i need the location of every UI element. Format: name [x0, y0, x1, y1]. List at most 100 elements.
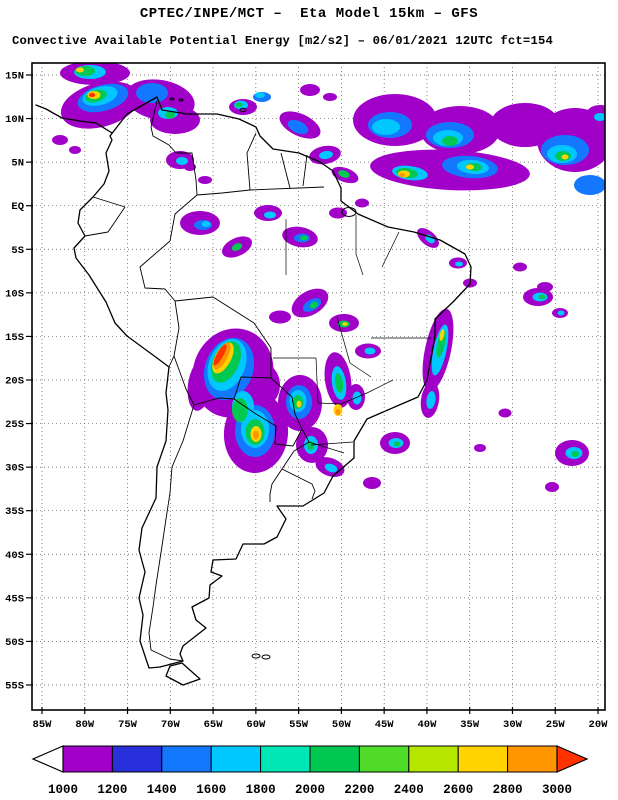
cape-cell [372, 119, 400, 135]
cape-cell [474, 444, 486, 452]
cape-cell [300, 236, 308, 241]
lat-tick-label: 15S [5, 332, 24, 344]
colorbar: 1000 1200 1400 1600 1800 2000 2200 2400 2600 2800… [0, 742, 618, 800]
lon-tick-label: 55W [289, 719, 309, 731]
lon-tick-label: 45W [375, 719, 395, 731]
colorbar-segment [112, 746, 161, 772]
page-title: CPTEC/INPE/MCT – Eta Model 15km – GFS [0, 6, 618, 22]
colorbar-tick-label: 1400 [147, 783, 177, 797]
colorbar-tick-label: 2200 [344, 783, 374, 797]
lon-tick-label: 80W [75, 719, 95, 731]
cape-cell [176, 157, 188, 165]
lon-tick-label: 65W [204, 719, 224, 731]
cape-cell [297, 401, 302, 408]
colorbar-segment [310, 746, 359, 772]
lat-tick-label: 45S [5, 593, 24, 605]
colorbar-segment [211, 746, 260, 772]
lat-tick-label: EQ [11, 201, 24, 213]
cape-cell [545, 482, 559, 492]
cape-cell [236, 103, 243, 108]
cape-cell [355, 199, 369, 208]
lat-tick-label: 50S [5, 637, 24, 649]
cape-cell [562, 155, 569, 160]
falkland-west-island [252, 654, 260, 658]
cape-cell [69, 146, 81, 154]
colorbar-segment [409, 746, 458, 772]
falkland-east-island [262, 655, 270, 659]
colorbar-tick-label: 2400 [394, 783, 424, 797]
colorbar-segment [63, 746, 112, 772]
lon-tick-label: 50W [332, 719, 352, 731]
cape-cell [253, 431, 259, 440]
lat-tick-label: 10S [5, 288, 24, 300]
colorbar-tick-label: 2800 [493, 783, 523, 797]
lat-tick-label: 20S [5, 375, 24, 387]
colorbar-tick-label: 1600 [196, 783, 226, 797]
colorbar-segment [162, 746, 211, 772]
cape-cell [539, 295, 546, 300]
lat-tick-label: 35S [5, 506, 24, 518]
cape-cell [513, 263, 527, 272]
lat-tick-label: 25S [5, 419, 24, 431]
colorbar-tick-label: 1800 [246, 783, 276, 797]
cape-cell [165, 112, 175, 119]
cape-cell [336, 409, 341, 415]
cape-shading [52, 61, 614, 492]
lon-tick-label: 60W [246, 719, 266, 731]
tierra-del-fuego [166, 663, 200, 685]
cape-cell [89, 93, 95, 97]
colorbar-segment [508, 746, 557, 772]
colorbar-segment [359, 746, 408, 772]
colorbar-tick-label: 2000 [295, 783, 325, 797]
cape-cell [363, 477, 381, 489]
lat-tick-label: 5N [11, 158, 24, 170]
cape-cell [365, 348, 376, 355]
cape-cell [571, 451, 579, 457]
lat-tick-label: 15N [5, 71, 24, 83]
plot-subtitle: Convective Available Potential Energy [m… [12, 34, 553, 48]
colorbar-tick-label: 3000 [542, 783, 572, 797]
cape-cell [455, 262, 463, 267]
lat-tick-label: 55S [5, 680, 24, 692]
cape-cell [76, 68, 84, 73]
lon-tick-label: 30W [503, 719, 523, 731]
weather-map-page: CPTEC/INPE/MCT – Eta Model 15km – GFS Co… [0, 0, 618, 800]
cape-cell [52, 135, 68, 145]
cape-cell [442, 136, 458, 146]
lat-tick-label: 5S [11, 245, 24, 257]
lon-tick-label: 70W [161, 719, 181, 731]
cape-cell [574, 175, 606, 195]
colorbar-right-arrow [557, 746, 587, 772]
cape-cell [558, 311, 565, 316]
cape-cell [198, 176, 212, 184]
cape-cell [232, 398, 248, 422]
map-plot: 15N 10N 5N EQ 5S 10S 15S 20S 25S 30S 35S 40S 45S 50S 5… [0, 55, 618, 740]
cape-cell [255, 92, 265, 98]
cape-cell [269, 311, 291, 324]
lon-tick-label: 35W [460, 719, 480, 731]
cape-cell [353, 392, 362, 405]
cape-cell [342, 322, 348, 326]
cape-cell [202, 221, 211, 227]
lon-tick-label: 20W [589, 719, 609, 731]
cape-cell [394, 442, 401, 447]
colorbar-tick-label: 2600 [443, 783, 473, 797]
cape-cell [399, 173, 405, 177]
colorbar-segment [261, 746, 310, 772]
lon-tick-label: 40W [417, 719, 437, 731]
colorbar-tick-label: 1200 [97, 783, 127, 797]
lat-tick-label: 10N [5, 114, 24, 126]
cape-cell [466, 165, 474, 170]
cape-cell [537, 282, 553, 292]
lon-tick-label: 75W [118, 719, 138, 731]
cape-cell [499, 409, 512, 418]
cape-cell [264, 212, 276, 219]
lon-tick-label: 25W [546, 719, 566, 731]
cape-cell [323, 93, 337, 101]
cape-cell [300, 84, 320, 96]
colorbar-left-arrow [33, 746, 63, 772]
colorbar-tick-label: 1000 [48, 783, 78, 797]
lat-tick-label: 40S [5, 550, 24, 562]
colorbar-segment [458, 746, 507, 772]
lat-tick-label: 30S [5, 463, 24, 475]
